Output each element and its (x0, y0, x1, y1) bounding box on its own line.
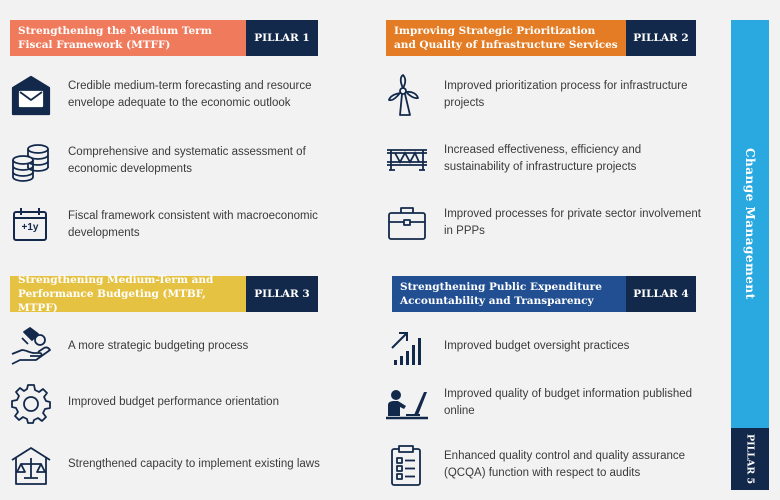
pillar-3-item-1-text: A more strategic budgeting process (68, 340, 249, 353)
pillar-2-item-2-text: Increased effectiveness, efficiency and … (444, 143, 642, 174)
pillar-1-item-1: Credible medium-term forecasting and res… (10, 70, 360, 120)
pillar-2-item-3: Improved processes for private sector in… (386, 198, 736, 248)
pillar-2-item-1: Improved prioritization process for infr… (386, 70, 736, 120)
wind-turbine-icon (386, 74, 428, 116)
pillar-4-item-3: Enhanced quality control and quality ass… (386, 440, 736, 490)
pillar-2-title: Improving Strategic Prioritization and Q… (386, 20, 626, 56)
bar-chart-arrow-icon (386, 326, 428, 368)
pillar-1-title: Strengthening the Medium Term Fiscal Fra… (10, 20, 246, 56)
scales-building-icon (10, 444, 52, 486)
pillar-2-header: Improving Strategic Prioritization and Q… (386, 20, 736, 56)
pillar-4-item-2: Improved quality of budget information p… (386, 378, 736, 428)
change-management-band (731, 20, 769, 428)
pillar-3-item-3-text: Strengthened capacity to implement exist… (68, 458, 320, 471)
pillar-3: Strengthening Medium-Term and Performanc… (10, 274, 360, 485)
pillar-1-tag: PILLAR 1 (246, 20, 318, 56)
pillar-3-item-1: A more strategic budgeting process (10, 322, 360, 372)
pillar-4: Strengthening Public Expenditure Account… (386, 276, 736, 486)
pillar-2-item-1-text: Improved prioritization process for infr… (444, 79, 688, 110)
change-management-label: Change Management (743, 148, 757, 300)
calendar-icon-label: +1y (21, 222, 39, 233)
pillar-3-tag: PILLAR 3 (246, 276, 318, 312)
pillar-2: Improving Strategic Prioritization and Q… (386, 20, 736, 240)
pillar-4-item-1: Improved budget oversight practices (386, 322, 736, 372)
pillar-3-title: Strengthening Medium-Term and Performanc… (10, 274, 246, 314)
hand-coins-icon (10, 326, 52, 368)
pillar-5-label: PILLAR 5 (744, 433, 756, 485)
bridge-icon (386, 138, 428, 180)
gear-icon (10, 382, 52, 424)
pillar-3-item-2: Improved budget performance orientation (10, 378, 360, 428)
pillar-2-item-2: Increased effectiveness, efficiency and … (386, 134, 736, 184)
pillar-4-item-1-text: Improved budget oversight practices (444, 340, 630, 353)
calendar-plus-one-year-icon: +1y (10, 204, 52, 246)
pillar-1-item-2: Comprehensive and systematic assessment … (10, 136, 360, 186)
pillar-1-item-2-text: Comprehensive and systematic assessment … (68, 145, 306, 176)
pillar-1: Strengthening the Medium Term Fiscal Fra… (10, 20, 360, 241)
pillar-1-header: Strengthening the Medium Term Fiscal Fra… (10, 20, 360, 56)
change-management-label-wrap: Change Management (731, 20, 769, 428)
person-laptop-icon (386, 382, 428, 424)
coin-stack-icon (10, 140, 52, 182)
clipboard-checklist-icon (386, 444, 428, 486)
pillar-1-item-3-text: Fiscal framework consistent with macroec… (68, 209, 318, 240)
pillar-5-tag: PILLAR 5 (731, 428, 769, 490)
pillar-4-header: Strengthening Public Expenditure Account… (386, 276, 736, 312)
pillar-1-item-3: +1y Fiscal framework consistent with mac… (10, 200, 360, 250)
pillar-4-item-3-text: Enhanced quality control and quality ass… (444, 449, 686, 480)
pillar-2-tag: PILLAR 2 (626, 20, 696, 56)
briefcase-icon (386, 202, 428, 244)
pillar-4-item-2-text: Improved quality of budget information p… (444, 387, 693, 418)
pillar-2-item-3-text: Improved processes for private sector in… (444, 207, 701, 238)
pillar-3-item-2-text: Improved budget performance orientation (68, 396, 279, 409)
pillar-4-title: Strengthening Public Expenditure Account… (392, 276, 626, 312)
change-management-bar: Change Management PILLAR 5 (731, 20, 769, 490)
pillar-3-header: Strengthening Medium-Term and Performanc… (10, 274, 360, 314)
pillar-3-item-3: Strengthened capacity to implement exist… (10, 440, 360, 490)
pillar-4-tag: PILLAR 4 (626, 276, 696, 312)
envelope-tray-icon (10, 74, 52, 116)
pillar-1-item-1-text: Credible medium-term forecasting and res… (68, 79, 312, 110)
